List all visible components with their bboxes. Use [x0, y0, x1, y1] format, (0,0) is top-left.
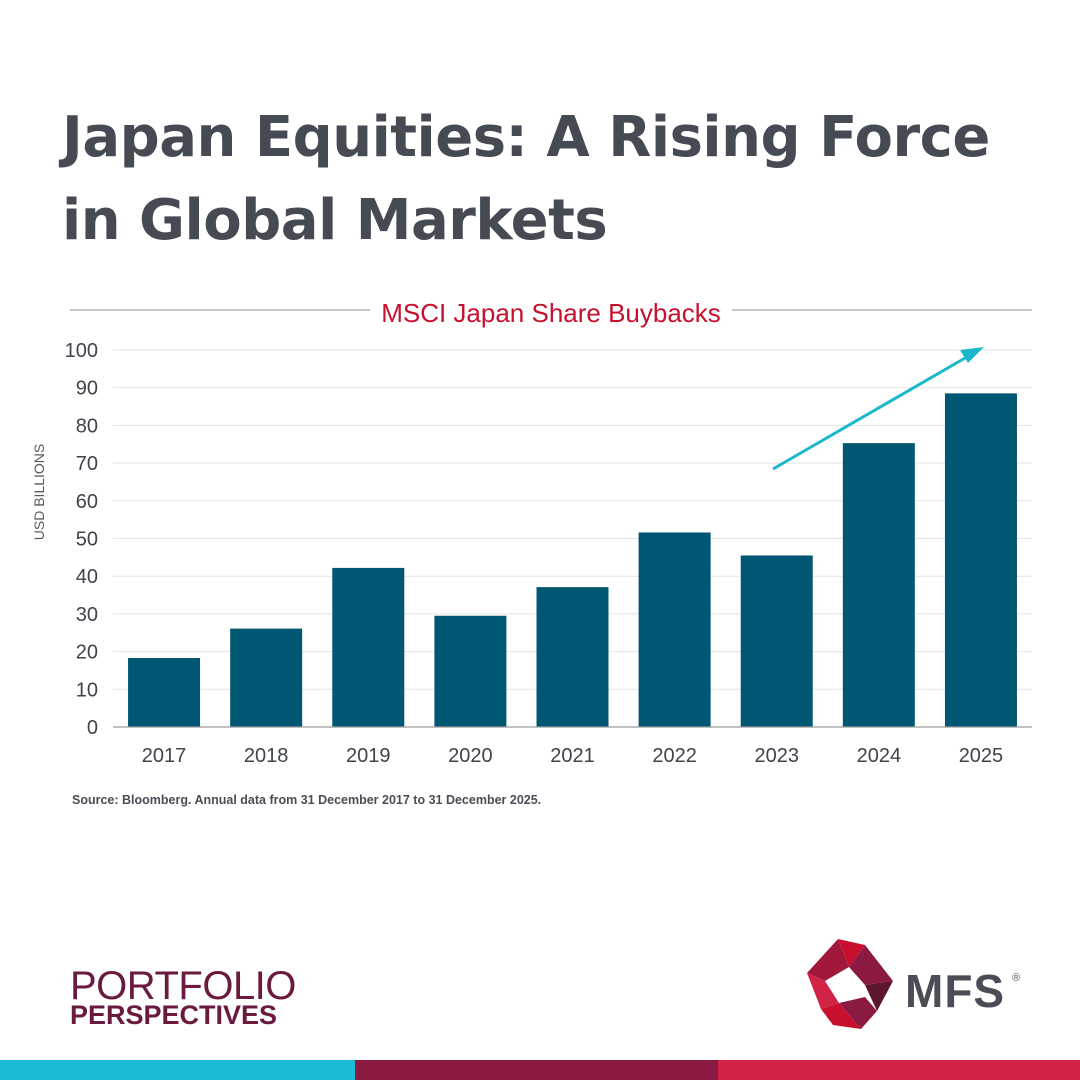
registered-mark: ® [1012, 972, 1021, 984]
footer-band-teal [0, 1060, 355, 1080]
x-tick-label: 2023 [754, 745, 799, 767]
bar-2022 [638, 532, 711, 727]
bar-2023 [740, 555, 813, 727]
y-tick-label: 50 [76, 529, 98, 551]
y-axis-ticks: 0 10 20 30 40 50 60 70 80 90 100 [65, 340, 98, 739]
x-tick-label: 2025 [959, 745, 1004, 767]
x-tick-label: 2019 [346, 745, 391, 767]
x-tick-label: 2018 [244, 745, 289, 767]
bar-2019 [332, 567, 405, 727]
y-tick-label: 60 [76, 491, 98, 513]
x-axis-ticks: 2017 2018 2019 2020 2021 2022 2023 2024 2025 [142, 745, 1003, 767]
bar-2020 [434, 615, 507, 727]
mfs-wordmark: MFS [905, 965, 1006, 1017]
bars [128, 393, 1017, 727]
y-tick-label: 30 [76, 604, 98, 626]
footer-band-maroon [355, 1060, 718, 1080]
trend-arrow [772, 347, 984, 471]
y-tick-label: 10 [76, 679, 98, 701]
bar-2024 [842, 443, 915, 727]
bar-2018 [230, 628, 303, 727]
footer-band-red [718, 1060, 1080, 1080]
y-axis-label: USD BILLIONS [31, 444, 47, 540]
source-note: Source: Bloomberg. Annual data from 31 D… [72, 793, 542, 807]
y-tick-label: 20 [76, 642, 98, 664]
y-tick-label: 70 [76, 453, 98, 475]
perspectives-wordmark: PERSPECTIVES [70, 1000, 278, 1030]
buybacks-bar-chart: MSCI Japan Share Buybacks USD BILLIONS 0… [31, 298, 1032, 767]
page-title: Japan Equities: A Rising Force in Global… [62, 105, 990, 253]
x-tick-label: 2021 [550, 745, 595, 767]
x-tick-label: 2020 [448, 745, 493, 767]
x-tick-label: 2022 [652, 745, 697, 767]
y-tick-label: 80 [76, 415, 98, 437]
bar-2017 [128, 658, 201, 727]
y-tick-label: 40 [76, 566, 98, 588]
bar-2021 [536, 587, 609, 727]
y-tick-label: 0 [87, 717, 98, 739]
portfolio-wordmark: PORTFOLIO [70, 964, 296, 1008]
x-tick-label: 2024 [857, 745, 902, 767]
x-tick-label: 2017 [142, 745, 187, 767]
y-tick-label: 100 [65, 340, 98, 362]
y-tick-label: 90 [76, 378, 98, 400]
chart-title: MSCI Japan Share Buybacks [381, 298, 721, 328]
mfs-logo-mark-icon [807, 939, 893, 1029]
bar-2025 [944, 393, 1017, 727]
